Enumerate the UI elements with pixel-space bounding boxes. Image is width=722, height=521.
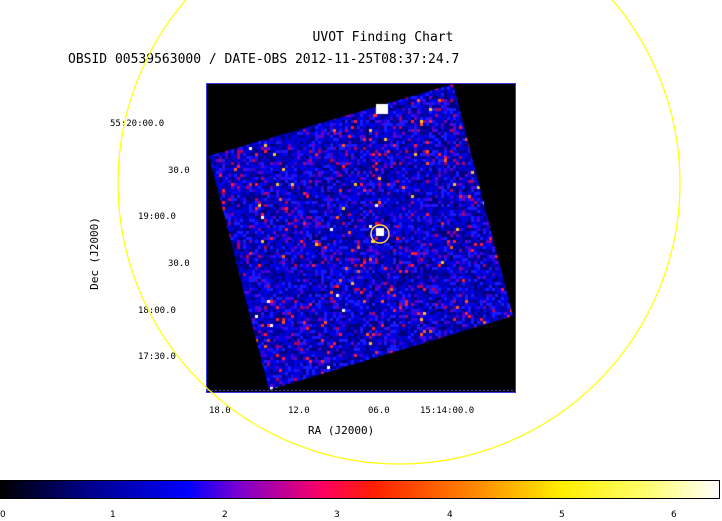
colorbar: [0, 480, 720, 499]
chart-title: UVOT Finding Chart: [312, 30, 454, 45]
sky-image: [206, 83, 516, 393]
colorbar-tick-label: 6: [671, 510, 677, 520]
dec-tick-label: 17:30.0: [138, 352, 176, 362]
ra-tick-label: 06.0: [368, 406, 390, 416]
ra-tick-label: 15:14:00.0: [420, 406, 475, 416]
dec-tick-label: 30.0: [168, 259, 190, 269]
ra-tick-label: 18.0: [209, 406, 231, 416]
colorbar-tick-label: 5: [559, 510, 565, 520]
dec-tick-label: 18:00.0: [138, 306, 176, 316]
chart-subtitle: OBSID 00539563000 / DATE-OBS 2012-11-25T…: [68, 52, 460, 67]
colorbar-tick-label: 4: [447, 510, 453, 520]
sky-image-canvas: [207, 84, 515, 392]
y-axis-label: Dec (J2000): [87, 217, 101, 290]
dec-tick-label: 30.0: [168, 166, 190, 176]
colorbar-tick-label: 3: [334, 510, 340, 520]
colorbar-tick-label: 2: [222, 510, 228, 520]
dec-tick-label: 19:00.0: [138, 212, 176, 222]
ra-tick-label: 12.0: [288, 406, 310, 416]
x-axis-label: RA (J2000): [308, 424, 375, 437]
colorbar-tick-label: 1: [110, 510, 116, 520]
dec-tick-label: 55:20:00.0: [110, 119, 165, 129]
colorbar-tick-label: 0: [0, 510, 6, 520]
